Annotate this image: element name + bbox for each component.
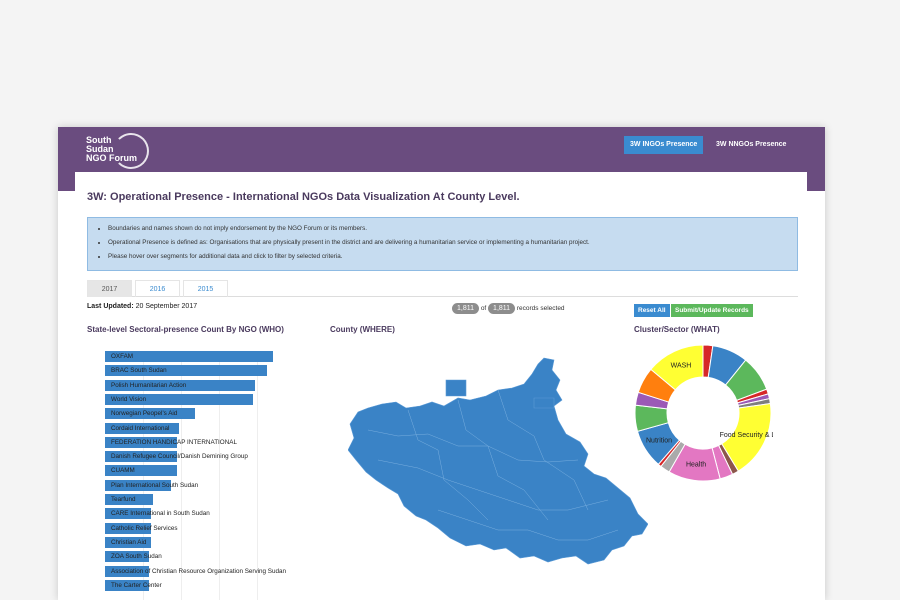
ngo-bar-label: Association of Christian Resource Organi…	[111, 567, 287, 575]
ngo-bar-label: Danish Refugee Council/Danish Demining G…	[111, 453, 248, 461]
donut-slice-label: WASH	[671, 363, 692, 370]
ngo-bar[interactable]: Christian Aid	[105, 536, 151, 548]
last-updated-label: Last Updated:	[87, 303, 134, 310]
info-item: Boundaries and names shown do not imply …	[108, 222, 797, 236]
ngo-bar-label: CUAMM	[111, 467, 135, 475]
submit-update-button[interactable]: Submit/Update Records	[671, 304, 753, 317]
total-count: 1,811	[488, 303, 516, 314]
last-updated: Last Updated: 20 September 2017	[87, 303, 197, 310]
ngo-bar[interactable]: Association of Christian Resource Organi…	[105, 565, 286, 577]
browser-frame: South Sudan NGO Forum 3W INGOs Presence …	[58, 127, 825, 600]
ngo-bar[interactable]: ZOA South Sudan	[105, 551, 162, 563]
ngo-bar[interactable]: CUAMM	[105, 465, 177, 477]
ngo-bar-label: Catholic Relief Services	[111, 524, 178, 532]
records-label: records selected	[516, 305, 565, 312]
who-section-title: State-level Sectoral-presence Count By N…	[87, 325, 284, 334]
ngo-bar-label: FEDERATION HANDICAP INTERNATIONAL	[111, 438, 237, 446]
info-box: Boundaries and names shown do not imply …	[87, 217, 798, 271]
where-section-title: County (WHERE)	[330, 325, 395, 334]
bar-gridline	[219, 351, 220, 600]
ngo-bar-label: BRAC South Sudan	[111, 367, 167, 375]
ngo-bar-label: World Vision	[111, 395, 147, 403]
site-logo[interactable]: South Sudan NGO Forum	[86, 136, 137, 163]
bar-gridline	[181, 351, 182, 600]
ngo-bar[interactable]: Norwegian Peopel's Aid	[105, 408, 195, 420]
donut-slice-label: Food Security & Liv	[720, 432, 773, 439]
nav-ingos-presence[interactable]: 3W INGOs Presence	[624, 136, 704, 154]
ngo-bar-label: Plan International South Sudan	[111, 481, 199, 489]
ngo-bar[interactable]: BRAC South Sudan	[105, 365, 267, 377]
year-tabs: 2017 2016 2015	[87, 278, 798, 297]
ngo-bar[interactable]: Cordaid International	[105, 422, 179, 434]
info-item: Please hover over segments for additiona…	[108, 250, 797, 264]
ngo-bar[interactable]: Plan International South Sudan	[105, 479, 198, 491]
logo-line: NGO Forum	[86, 153, 137, 163]
info-item: Operational Presence is defined as: Orga…	[108, 236, 797, 250]
tab-2016[interactable]: 2016	[135, 280, 180, 297]
sector-donut-chart[interactable]: Food Security & Liv Health Nutrition WASH	[633, 343, 773, 483]
ngo-bar-label: CARE International in South Sudan	[111, 510, 210, 518]
tab-2017[interactable]: 2017	[87, 280, 132, 297]
tab-2015[interactable]: 2015	[183, 280, 228, 297]
ngo-bar[interactable]: Tearfund	[105, 494, 153, 505]
records-selected: 1,811 of 1,811 records selected	[452, 303, 565, 314]
of-label: of	[480, 305, 487, 312]
south-sudan-map-shape[interactable]	[348, 357, 648, 565]
ngo-bar[interactable]: Polish Humanitarian Action	[105, 379, 255, 391]
reset-all-button[interactable]: Reset All	[634, 304, 670, 317]
logo-line: Sudan	[86, 144, 114, 154]
logo-line: South	[86, 135, 112, 145]
donut-slice-label: Nutrition	[646, 438, 672, 445]
nav-nngos-presence[interactable]: 3W NNGOs Presence	[716, 141, 787, 148]
who-bar-chart: OXFAM BRAC South Sudan Polish Humanitarian…	[105, 351, 305, 600]
what-section-title: Cluster/Sector (WHAT)	[634, 325, 720, 334]
main-content: 3W: Operational Presence - International…	[75, 172, 807, 600]
county-borders	[367, 389, 619, 541]
last-updated-value: 20 September 2017	[135, 303, 198, 310]
ngo-bar[interactable]: OXFAM	[105, 351, 273, 362]
page-title: 3W: Operational Presence - International…	[87, 191, 520, 203]
ngo-bar-label: Cordaid International	[111, 424, 170, 432]
ngo-bar-label: Christian Aid	[111, 538, 147, 546]
ngo-bar-label: The Carter Center	[111, 581, 162, 589]
logo-arc-icon	[113, 133, 149, 169]
bar-gridline	[257, 351, 258, 600]
ngo-bar[interactable]: Danish Refugee Council/Danish Demining G…	[105, 451, 248, 463]
donut-slice-label: Health	[686, 461, 706, 468]
ngo-bar[interactable]: CARE International in South Sudan	[105, 508, 210, 520]
donut-slice[interactable]	[650, 344, 704, 391]
county-map[interactable]	[348, 350, 648, 570]
selected-count: 1,811	[452, 303, 479, 314]
ngo-bar-label: ZOA South Sudan	[111, 553, 162, 561]
ngo-bar-label: Norwegian Peopel's Aid	[111, 410, 178, 418]
ngo-bar-label: Polish Humanitarian Action	[111, 381, 187, 389]
ngo-bar[interactable]: Catholic Relief Services	[105, 522, 178, 534]
ngo-bar[interactable]: FEDERATION HANDICAP INTERNATIONAL	[105, 436, 237, 448]
ngo-bar[interactable]: World Vision	[105, 393, 253, 405]
ngo-bar-label: Tearfund	[111, 496, 136, 503]
ngo-bar[interactable]: The Carter Center	[105, 579, 162, 591]
ngo-bar-label: OXFAM	[111, 353, 134, 360]
